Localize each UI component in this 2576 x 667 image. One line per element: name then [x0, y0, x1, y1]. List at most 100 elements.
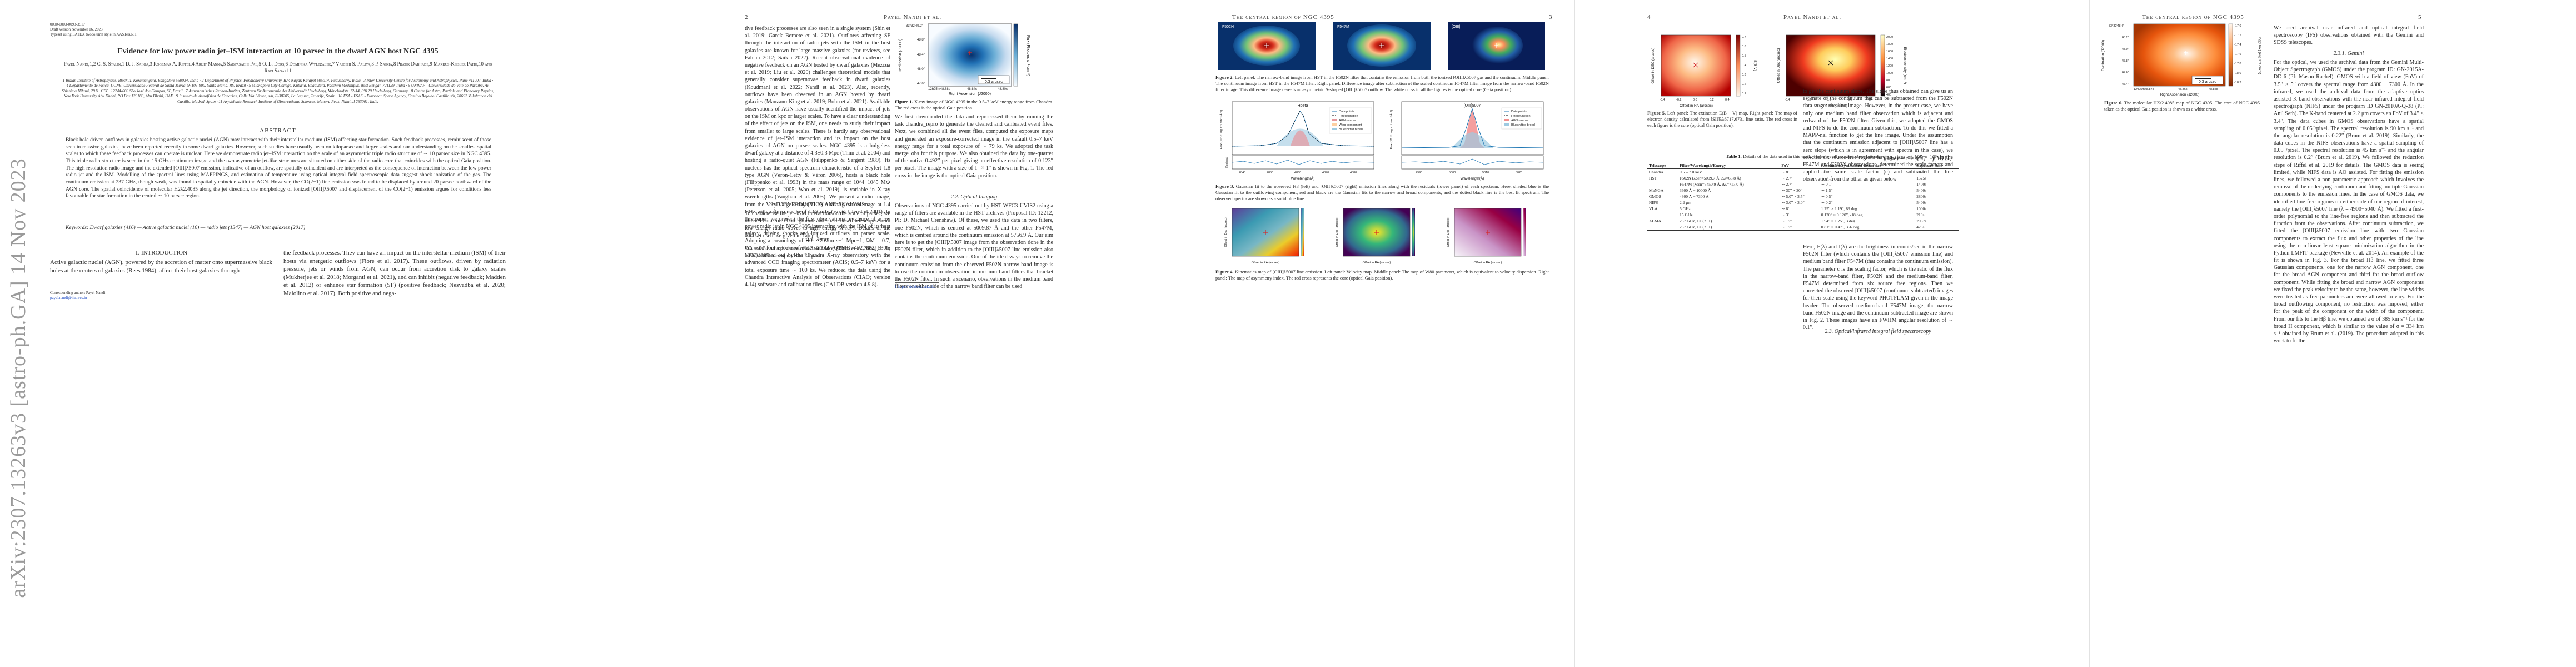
figure-4: Offset in RA (arcsec) Offset in Dec (arc… [1215, 206, 1549, 267]
svg-text:4870: 4870 [1322, 171, 1329, 175]
col-telescope: Telescope [1649, 163, 1666, 168]
table-cell: MaNGA [1649, 188, 1664, 193]
table-cell: 237 GHz, CO(2−1) [1680, 225, 1712, 230]
svg-text:47.6″: 47.6″ [917, 82, 925, 86]
table-cell: HST [1649, 176, 1657, 181]
svg-text:1800: 1800 [1886, 43, 1893, 46]
svg-text:AGN narrow: AGN narrow [1339, 119, 1356, 122]
paper-title: Evidence for low power radio jet–ISM int… [117, 47, 439, 56]
svg-text:48.0″: 48.0″ [2122, 48, 2129, 51]
svg-text:0.6: 0.6 [1742, 45, 1746, 48]
svg-text:AGN narrow: AGN narrow [1511, 119, 1528, 122]
footnote-email-link[interactable]: payel.nandi@iiap.res.in [50, 296, 87, 300]
meta-block: 0000-0003-0093-3517 Draft version Novemb… [50, 22, 272, 37]
p2-col1-text: tive feedback processes are also seen in… [745, 26, 890, 259]
meta-id: 0000-0003-0093-3517 [50, 22, 85, 27]
svg-text:48.0″: 48.0″ [917, 68, 925, 71]
table-cell: ∼ 0.2′′ [1821, 200, 1833, 206]
svg-text:0.4: 0.4 [1742, 64, 1746, 67]
svg-text:1400: 1400 [1886, 57, 1893, 61]
table-cell: ∼ 5.0′′ × 3.5′′ [1781, 194, 1805, 200]
figure-2-caption: Figure 2. Left panel: The narrow-band im… [1215, 74, 1549, 93]
svg-text:48.85s: 48.85s [2209, 88, 2218, 91]
svg-text:Offset in RA (arcsec): Offset in RA (arcsec) [1814, 104, 1847, 108]
svg-text:12h25m48.87s: 12h25m48.87s [2134, 88, 2154, 91]
table-row: ALMA 237 GHz, CO(2−1) ∼ 19′′ 1.94′′ × 1.25′… [1647, 218, 1959, 224]
svg-text:1000: 1000 [1886, 72, 1893, 75]
svg-text:33°32′49.2″: 33°32′49.2″ [906, 24, 924, 28]
svg-text:4840: 4840 [1239, 171, 1245, 175]
svg-text:Offset in Dec (arcsec): Offset in Dec (arcsec) [1224, 217, 1228, 247]
svg-text:48.4″: 48.4″ [917, 53, 925, 57]
table-cell: VLA [1649, 206, 1658, 212]
table-row: 237 GHz, CO(2−1) ∼ 19′′ 0.81′′ × 0.47′′, 3… [1647, 224, 1959, 231]
table-cell: 423s [1916, 225, 1925, 230]
footnote-archive-link[interactable]: 1 https://archive.stsci.edu/ [895, 285, 936, 289]
ebv-density-maps: 0.7 0.6 0.5 0.4 0.3 0.2 0.1 -0.4 -0.2 0.0 0.2… [1651, 34, 1907, 108]
meta-draft: Draft version November 16, 2023 [50, 27, 103, 32]
table-cell: ∼ 30′′ × 30′′ [1781, 188, 1803, 193]
svg-text:Blueshifted broad: Blueshifted broad [1511, 123, 1535, 127]
sec23-heading: 2.3. Optical/infrared integral field spe… [1825, 328, 1931, 335]
svg-text:4850: 4850 [1267, 171, 1273, 175]
table-row: GMOS 4300 Å − 7300 Å ∼ 5.0′′ × 3.5′′ ∼ 0.5′… [1647, 193, 1959, 200]
table-cell: ∼ 8′ [1781, 206, 1789, 212]
page-5: The central region of NGC 4395 5 0.3 arc… [2093, 0, 2576, 667]
table-cell: F502N (λcen=5009.7 Å, Δλ=66.8 Å) [1680, 176, 1741, 181]
col-filter: Filter/Wavelength/Energy [1680, 163, 1726, 168]
running-head: The central region of NGC 4395 [1232, 14, 1334, 21]
p5-body-text: For the optical, we used the archival da… [2274, 59, 2424, 345]
panel-f547m: F547M [1333, 22, 1431, 70]
svg-text:0.4: 0.4 [1725, 98, 1730, 102]
figure-5-caption: Figure 5. Left panel: The extinction E(B… [1647, 110, 1798, 128]
page-3: The central region of NGC 4395 3 F502N [1063, 0, 1571, 667]
svg-text:5000: 5000 [1449, 171, 1456, 175]
sec21-heading: 2.1. X-ray [806, 236, 829, 242]
electron-density-map: 2000 1800 1600 1400 1200 1000 800 600 400 -0… [1777, 34, 1907, 108]
svg-text:0.3: 0.3 [1742, 73, 1746, 77]
svg-text:Offset in RA (arcsec): Offset in RA (arcsec) [1680, 104, 1713, 108]
arxiv-stamp: arXiv:2307.13263v3 [astro-ph.GA] 14 Nov … [7, 158, 30, 598]
table-cell: ∼ 3′ [1781, 212, 1789, 218]
panel-f502n: F502N [1218, 22, 1316, 70]
running-head: Payel Nandi et al. [1783, 14, 1842, 21]
svg-text:0.0: 0.0 [1693, 98, 1697, 102]
table-1-caption: Table 1. Details of the data used in thi… [1726, 153, 1880, 159]
equation-number: (1) [1945, 155, 1952, 161]
table-cell [1647, 212, 1678, 218]
panel-oiii: [OIII] [1448, 22, 1545, 70]
p4-col-right-text: Here, E(λ) and I(λ) are the brightness i… [1803, 244, 1953, 331]
h2-map: 0.3 arcsec -17.0 -17.2 -17.4 -17.6 -17.8 -1… [2101, 23, 2261, 97]
sec231-heading: 2.3.1. Gemini [2333, 51, 2364, 57]
figure-4-caption: Figure 4. Kinematics map of [OIII]λ5007 … [1215, 269, 1549, 281]
page-1: arXiv:2307.13263v3 [astro-ph.GA] 14 Nov … [0, 0, 542, 667]
svg-text:0.7: 0.7 [1742, 36, 1746, 39]
page-number: 2 [745, 14, 748, 21]
svg-text:400: 400 [1886, 93, 1891, 97]
table-row: HST F502N (λcen=5009.7 Å, Δλ=66.8 Å) ∼ 2.7… [1647, 175, 1959, 181]
table-1: Table 1. Details of the data used in thi… [1647, 153, 1959, 231]
svg-text:0.3 arcsec: 0.3 arcsec [2199, 80, 2217, 84]
page-gap [2089, 0, 2090, 667]
table-cell: Chandra [1649, 170, 1663, 175]
oiii-panel: [OIII]5007 Data points Fitted function A… [1389, 101, 1544, 181]
svg-text:Blueshifted broad: Blueshifted broad [1339, 128, 1363, 131]
table-cell: 15 GHz [1680, 212, 1693, 218]
svg-text:0.0: 0.0 [1827, 98, 1831, 102]
intro-text-left: Active galactic nuclei (AGN), powered by… [50, 259, 272, 274]
table-cell: ∼ 0.1′′ [1821, 182, 1833, 187]
w80-map: Offset in RA (arcsec) Offset in Dec (arc… [1336, 208, 1415, 265]
table-row: VLA 5 GHz ∼ 8′ 1.75′′ × 1.19′′, 89 deg 1000s [1647, 206, 1959, 212]
table-cell: F547M (λcen=5450.9 Å, Δλ=717.0 Å) [1680, 182, 1744, 187]
svg-text:48.86s: 48.86s [2178, 88, 2188, 91]
table-cell: ∼ 19′′ [1781, 218, 1792, 224]
svg-text:E(B-V): E(B-V) [1753, 60, 1757, 71]
table-cell: 0.5 – 7.0 keV [1680, 170, 1702, 175]
svg-text:4880: 4880 [1350, 171, 1357, 175]
footnote-rule-p2 [895, 282, 939, 283]
svg-text:0.2: 0.2 [1848, 98, 1852, 102]
svg-text:0.4: 0.4 [1869, 98, 1873, 102]
svg-text:Offset in Dec (arcsec): Offset in Dec (arcsec) [1777, 48, 1781, 83]
page-2: 2 Payel Nandi et al. tive feedback proce… [547, 0, 1056, 667]
svg-text:-0.2: -0.2 [1806, 98, 1811, 102]
